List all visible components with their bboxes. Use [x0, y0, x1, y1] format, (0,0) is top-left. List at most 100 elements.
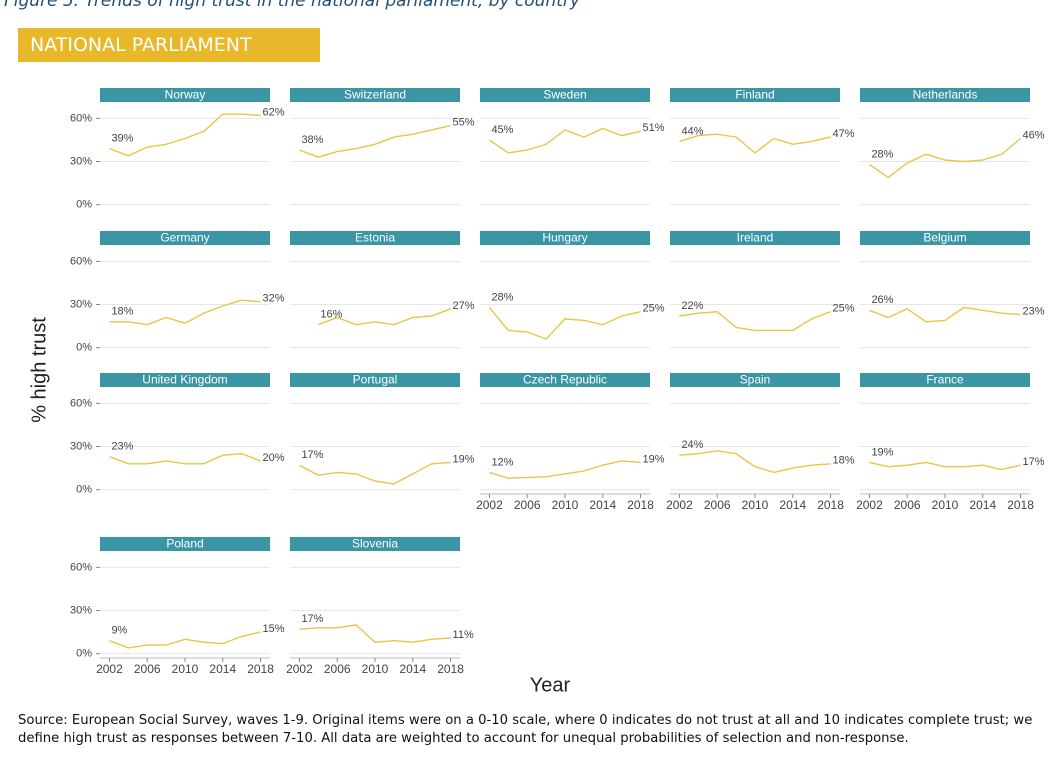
x-tick-label: 2002	[96, 662, 123, 676]
line	[109, 631, 261, 649]
line	[869, 137, 1022, 179]
panel-strip	[100, 373, 270, 387]
line	[109, 113, 261, 157]
panel-strip	[860, 231, 1030, 245]
line	[679, 310, 831, 332]
x-axis-label: Year	[530, 674, 571, 696]
x-tick-label: 2002	[666, 498, 693, 512]
chart: % high trust Year Norway 0% 30% 60% 39% 62% Sw…	[28, 88, 1045, 697]
value-label: 46%	[1023, 129, 1045, 141]
panel-strip	[100, 231, 270, 245]
panel-title: Czech Republic	[523, 373, 607, 387]
value-label: 16%	[320, 309, 342, 321]
line	[489, 460, 641, 479]
value-label: 19%	[871, 446, 893, 458]
x-tick-label: 2006	[134, 662, 161, 676]
x-tick-label: 2010	[172, 662, 199, 676]
x-tick-label: 2018	[1007, 498, 1034, 512]
line	[679, 133, 831, 154]
panel-title: Norway	[165, 88, 206, 102]
x-tick-label: 2018	[247, 662, 274, 676]
x-tick-label: 2018	[817, 498, 844, 512]
x-tick-label: 2014	[399, 662, 426, 676]
x-tick-label: 2018	[627, 498, 654, 512]
panel-title: France	[926, 373, 964, 387]
panel-strip	[670, 231, 840, 245]
value-label: 22%	[681, 300, 703, 312]
banner: NATIONAL PARLIAMENT	[18, 28, 320, 62]
y-tick-label: 60%	[70, 397, 92, 409]
panel-strip	[480, 231, 650, 245]
y-tick-label: 60%	[70, 561, 92, 573]
panel-strip	[860, 88, 1030, 102]
y-tick-label: 0%	[76, 342, 92, 354]
value-label: 9%	[111, 625, 127, 637]
value-label: 19%	[453, 453, 475, 465]
panel-title: Estonia	[355, 231, 395, 245]
y-tick-label: 30%	[70, 440, 92, 452]
x-tick-label: 2014	[589, 498, 616, 512]
panel-title: Germany	[160, 231, 209, 245]
line	[299, 624, 451, 643]
value-label: 28%	[871, 148, 893, 160]
x-tick-label: 2014	[779, 498, 806, 512]
panel-title: United Kingdom	[142, 373, 227, 387]
value-label: 15%	[263, 623, 285, 635]
x-tick-label: 2006	[894, 498, 921, 512]
value-label: 55%	[453, 116, 475, 128]
line	[869, 461, 1021, 471]
x-tick-label: 2010	[552, 498, 579, 512]
panel-title: Switzerland	[344, 88, 406, 102]
panel-title: Ireland	[737, 231, 774, 245]
value-label: 12%	[491, 456, 513, 468]
value-label: 17%	[301, 613, 323, 625]
x-tick-label: 2010	[742, 498, 769, 512]
y-tick-label: 0%	[76, 484, 92, 496]
line	[299, 124, 451, 158]
panel-strip	[670, 373, 840, 387]
value-label: 25%	[833, 303, 855, 315]
panel-title: Sweden	[543, 88, 586, 102]
y-tick-label: 30%	[70, 155, 92, 167]
x-tick-label: 2002	[286, 662, 313, 676]
value-label: 62%	[263, 106, 285, 118]
x-tick-label: 2014	[209, 662, 236, 676]
panel-title: Finland	[735, 88, 774, 102]
panel-title: Spain	[740, 373, 771, 387]
y-tick-label: 30%	[70, 298, 92, 310]
value-label: 25%	[643, 303, 665, 315]
x-tick-label: 2002	[856, 498, 883, 512]
y-tick-label: 0%	[76, 199, 92, 211]
x-tick-label: 2006	[514, 498, 541, 512]
panel-title: Slovenia	[352, 537, 398, 551]
line	[489, 127, 641, 154]
value-label: 28%	[491, 291, 513, 303]
line	[488, 306, 641, 340]
panel-strip	[100, 88, 270, 102]
value-label: 18%	[833, 455, 855, 467]
value-label: 26%	[871, 294, 893, 306]
value-label: 11%	[453, 629, 474, 641]
value-label: 27%	[453, 300, 475, 312]
line	[679, 450, 831, 474]
panel-strip	[480, 373, 650, 387]
value-label: 18%	[111, 306, 133, 318]
x-tick-label: 2014	[969, 498, 996, 512]
y-tick-label: 30%	[70, 604, 92, 616]
panel-strip	[290, 88, 460, 102]
line	[318, 308, 451, 326]
x-tick-label: 2006	[704, 498, 731, 512]
value-label: 23%	[111, 441, 133, 453]
line	[109, 452, 261, 465]
value-label: 38%	[301, 134, 323, 146]
panel-strip	[290, 537, 460, 551]
value-label: 51%	[643, 122, 665, 134]
value-label: 17%	[1023, 456, 1045, 468]
panel-strip	[670, 88, 840, 102]
x-tick-label: 2002	[476, 498, 503, 512]
x-tick-label: 2010	[932, 498, 959, 512]
panel-title: Hungary	[542, 231, 587, 245]
value-label: 45%	[491, 124, 513, 136]
value-label: 19%	[643, 453, 665, 465]
